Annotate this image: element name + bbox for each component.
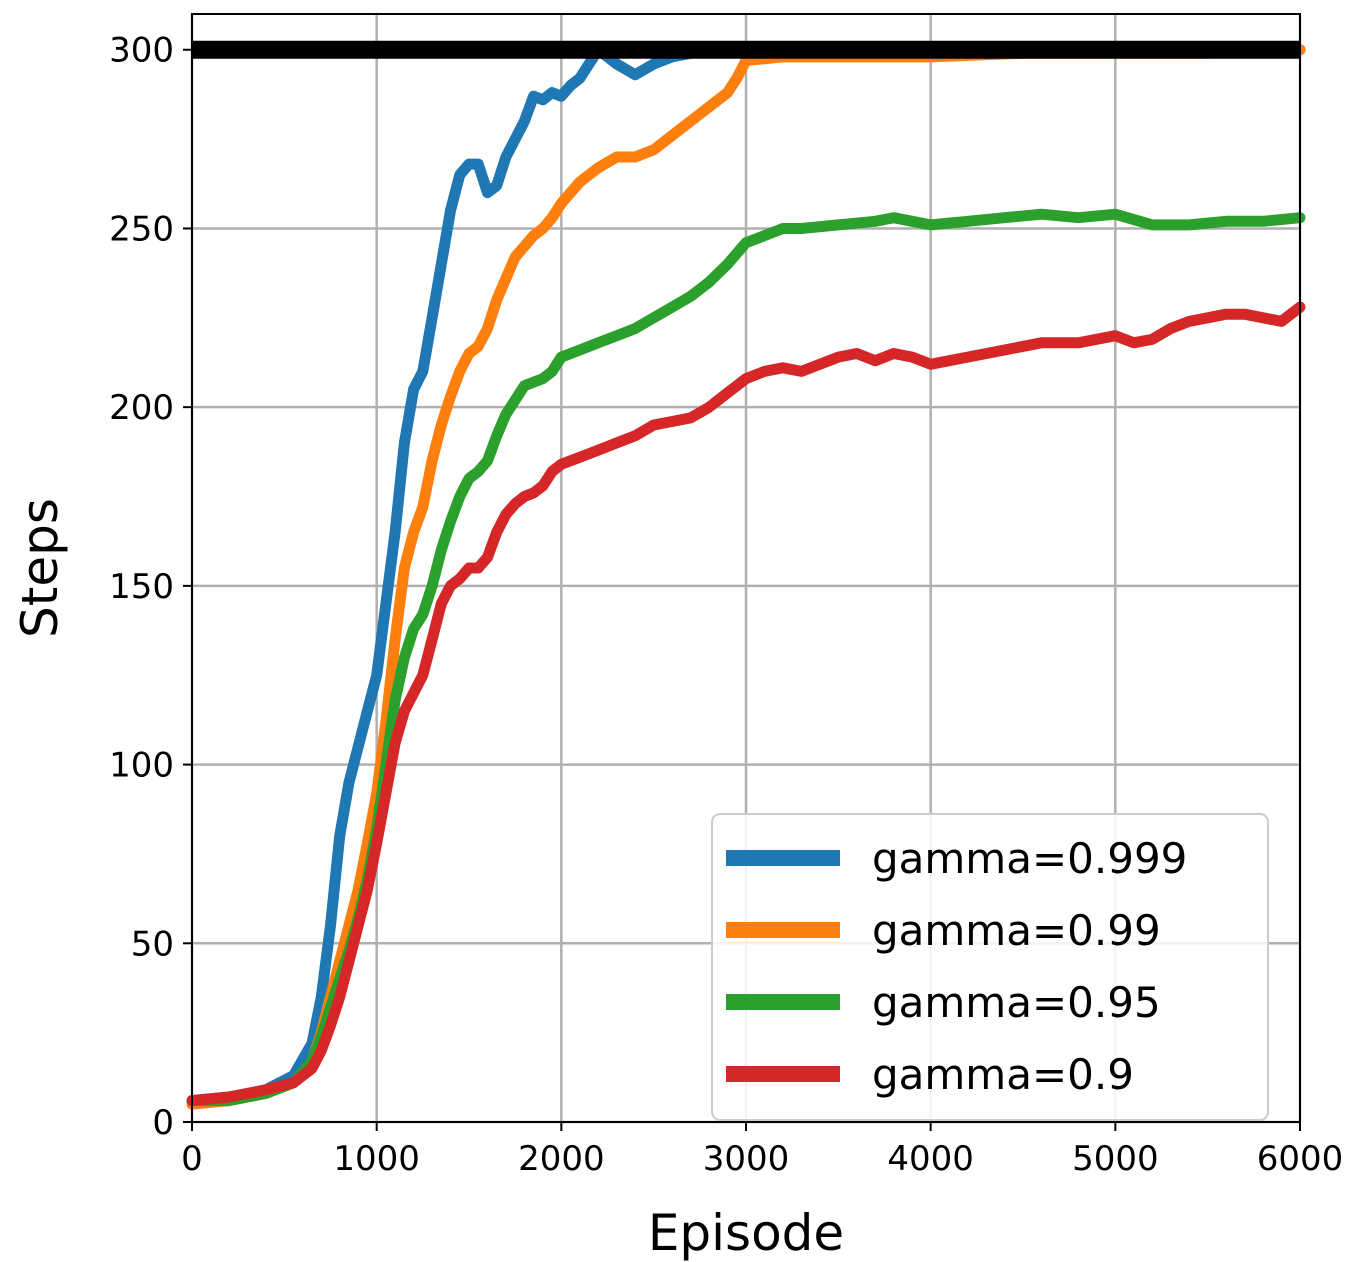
y-tick-label: 200 bbox=[109, 388, 174, 428]
legend: gamma=0.999 gamma=0.99 gamma=0.95 gamma=0.9 bbox=[711, 813, 1269, 1121]
legend-box bbox=[711, 813, 1269, 1121]
x-axis-label: Episode bbox=[648, 1204, 844, 1262]
x-tick-label: 1000 bbox=[333, 1139, 420, 1179]
axis-ticks: 0 1000 2000 3000 4000 5000 6000 0 50 100 150 200 250… bbox=[109, 31, 1343, 1179]
y-tick-label: 50 bbox=[131, 924, 174, 964]
legend-label: gamma=0.95 bbox=[872, 978, 1161, 1027]
x-tick-label: 4000 bbox=[887, 1139, 974, 1179]
legend-label: gamma=0.999 bbox=[872, 834, 1187, 883]
y-axis-label: Steps bbox=[11, 498, 69, 638]
x-tick-label: 6000 bbox=[1257, 1139, 1344, 1179]
x-tick-label: 5000 bbox=[1072, 1139, 1159, 1179]
series-line-4 bbox=[186, 301, 1306, 1107]
x-tick-label: 2000 bbox=[518, 1139, 605, 1179]
y-tick-label: 250 bbox=[109, 209, 174, 249]
legend-label: gamma=0.99 bbox=[872, 906, 1161, 955]
y-tick-label: 150 bbox=[109, 567, 174, 607]
y-tick-label: 100 bbox=[109, 746, 174, 786]
x-tick-label: 3000 bbox=[703, 1139, 790, 1179]
legend-label: gamma=0.9 bbox=[872, 1050, 1134, 1099]
x-tick-label: 0 bbox=[181, 1139, 203, 1179]
y-tick-label: 300 bbox=[109, 31, 174, 71]
series-line-2 bbox=[186, 44, 1306, 1110]
y-tick-label: 0 bbox=[152, 1103, 174, 1143]
